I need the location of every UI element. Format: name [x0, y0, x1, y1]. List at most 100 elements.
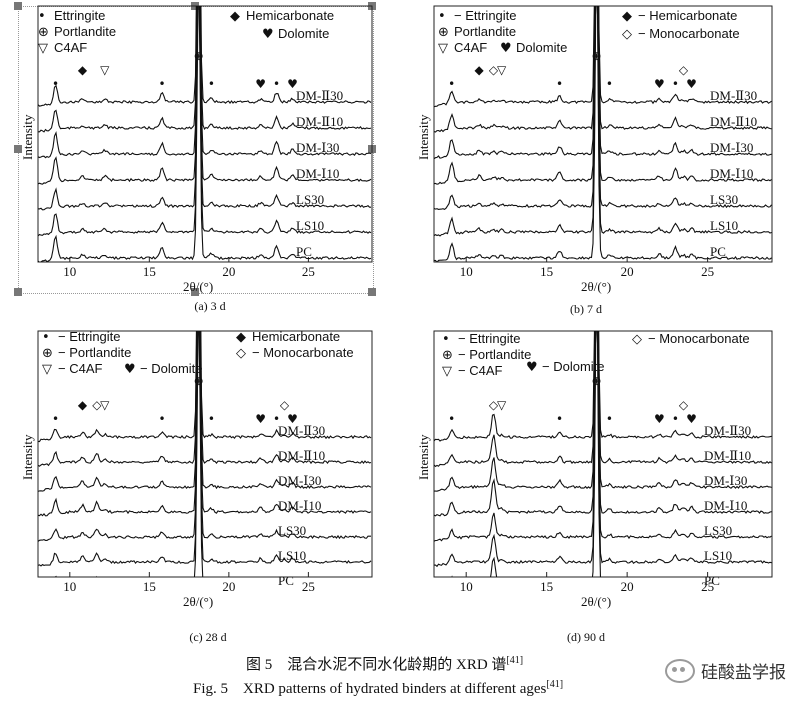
plot-frame: [37, 5, 373, 263]
peak-open-diamond-marker: ◇: [489, 63, 499, 77]
trace-pc: [434, 6, 772, 262]
legend-circle-plus-marker: ⊕: [42, 346, 53, 361]
trace-ls30: [434, 331, 772, 542]
series-label-ls10: LS10: [296, 218, 324, 233]
peak-heart-marker: ♥: [654, 412, 665, 426]
x-tick-label: 15: [540, 264, 553, 279]
panel-label: (a) 3 d: [194, 299, 225, 313]
series-label-dm-i10: DM-Ⅰ10: [278, 498, 321, 513]
y-axis-label: Intensity: [416, 434, 431, 480]
peak-triangle-marker: ▽: [100, 398, 110, 412]
plot-frame: [37, 330, 373, 578]
panel-label: (b) 7 d: [570, 302, 602, 316]
y-axis-label: Intensity: [416, 114, 431, 160]
x-tick-label: 15: [540, 579, 553, 594]
legend-triangle-marker: ▽: [42, 362, 52, 377]
xrd-chart-0: 10 15 20 25 2θ/(°) Intensity DM-Ⅱ30 DM-Ⅱ10 DM-Ⅰ3…: [20, 5, 373, 313]
peak-diamond-marker: ◆: [78, 398, 88, 412]
trace-ls10: [38, 331, 372, 567]
legend-label: − Dolomite: [140, 361, 203, 376]
legend-label: − Monocarbonate: [252, 345, 354, 360]
x-tick-label: 25: [701, 264, 714, 279]
legend-label: − Monocarbonate: [638, 26, 740, 41]
series-label-ls10: LS10: [704, 548, 732, 563]
peak-heart-marker: ♥: [255, 77, 266, 91]
peak-triangle-marker: ▽: [497, 398, 507, 412]
y-axis-label: Intensity: [20, 114, 35, 160]
resize-handle-se[interactable]: [368, 288, 376, 296]
legend-label: C4AF: [454, 40, 487, 55]
series-label-ls30: LS30: [278, 523, 306, 538]
x-tick-label: 25: [302, 579, 315, 594]
legend-heart-marker: ♥: [500, 41, 512, 56]
resize-handle-nw[interactable]: [14, 2, 22, 10]
peak-heart-marker: ♥: [287, 412, 298, 426]
peak-dot-marker: •: [606, 412, 613, 426]
legend-label: Dolomite: [516, 40, 567, 55]
peak-diamond-marker: ◆: [78, 63, 88, 77]
trace-dm-ii10: [38, 331, 372, 467]
peak-open-diamond-marker: ◇: [679, 63, 689, 77]
wechat-icon: [665, 658, 695, 683]
series-label-pc: PC: [278, 573, 294, 588]
series-label-dm-i10: DM-Ⅰ10: [710, 166, 753, 181]
trace-ls10: [434, 331, 772, 568]
watermark-text: 硅酸盐学报: [701, 663, 786, 683]
x-axis-label: 2θ/(°): [581, 279, 611, 294]
x-tick-label: 10: [460, 264, 473, 279]
series-label-dm-i10: DM-Ⅰ10: [296, 166, 339, 181]
peak-dot-marker: •: [672, 77, 679, 91]
panel-label: (d) 90 d: [567, 630, 605, 644]
legend-label: − Portlandite: [458, 347, 531, 362]
legend-label: − C4AF: [58, 361, 102, 376]
series-label-pc: PC: [296, 244, 312, 259]
x-tick-label: 15: [143, 264, 156, 279]
peak-open-diamond-marker: ◇: [92, 398, 102, 412]
series-label-dm-i10: DM-Ⅰ10: [704, 498, 747, 513]
legend-label: − Hemicarbonate: [638, 8, 737, 23]
x-tick-label: 10: [460, 579, 473, 594]
peak-circle-plus-marker: ⊕: [592, 49, 602, 63]
legend-triangle-marker: ▽: [438, 41, 448, 56]
resize-handle-s[interactable]: [191, 288, 199, 296]
peak-dot-marker: •: [159, 412, 166, 426]
series-label-dm-ii10: DM-Ⅱ10: [296, 114, 343, 129]
trace-ls30: [38, 6, 371, 211]
peak-heart-marker: ♥: [654, 77, 665, 91]
trace-ls30: [38, 331, 371, 542]
xrd-panel-90d: 10 15 20 25 2θ/(°) Intensity DM-Ⅱ30 DM-Ⅱ10 DM-Ⅰ3…: [400, 325, 800, 650]
legend-dot-marker: •: [438, 9, 446, 24]
xrd-panel-3d: 10 15 20 25 2θ/(°) Intensity DM-Ⅱ30 DM-Ⅱ10 DM-Ⅰ3…: [0, 0, 400, 325]
trace-dm-i10: [38, 331, 372, 517]
peak-open-diamond-marker: ◇: [679, 398, 689, 412]
peak-dot-marker: •: [606, 77, 613, 91]
trace-dm-i10: [434, 331, 772, 517]
legend-label: C4AF: [54, 40, 87, 55]
x-axis-label: 2θ/(°): [183, 279, 213, 294]
resize-handle-w[interactable]: [14, 145, 22, 153]
peak-open-diamond-marker: ◇: [489, 398, 499, 412]
trace-dm-ii30: [434, 6, 772, 108]
trace-dm-i10: [434, 6, 772, 185]
legend-diamond-marker: ◆: [622, 9, 632, 24]
trace-pc: [38, 6, 372, 262]
peak-dot-marker: •: [556, 77, 563, 91]
legend-label: − Ettringite: [454, 8, 517, 23]
xrd-chart-1: 10 15 20 25 2θ/(°) Intensity DM-Ⅱ30 DM-Ⅱ10 DM-Ⅰ3…: [416, 5, 773, 316]
legend-open-diamond-marker: ◇: [632, 332, 642, 347]
series-label-ls30: LS30: [296, 192, 324, 207]
series-label-dm-ii10: DM-Ⅱ10: [278, 448, 325, 463]
peak-dot-marker: •: [672, 412, 679, 426]
x-tick-label: 20: [621, 579, 634, 594]
legend-label: Portlandite: [54, 24, 116, 39]
legend-open-diamond-marker: ◇: [622, 27, 632, 42]
plot-frame: [433, 5, 773, 263]
resize-handle-sw[interactable]: [14, 288, 22, 296]
legend-label: − C4AF: [458, 363, 502, 378]
legend-label: Hemicarbonate: [246, 8, 334, 23]
figure-caption-cn: 图 5 混合水泥不同水化龄期的 XRD 谱[41]: [246, 655, 524, 673]
trace-dm-ii30: [434, 331, 772, 442]
xrd-panel-7d: 10 15 20 25 2θ/(°) Intensity DM-Ⅱ30 DM-Ⅱ10 DM-Ⅰ3…: [400, 0, 800, 325]
legend-diamond-marker: ◆: [236, 330, 246, 345]
series-label-dm-ii30: DM-Ⅱ30: [704, 423, 751, 438]
